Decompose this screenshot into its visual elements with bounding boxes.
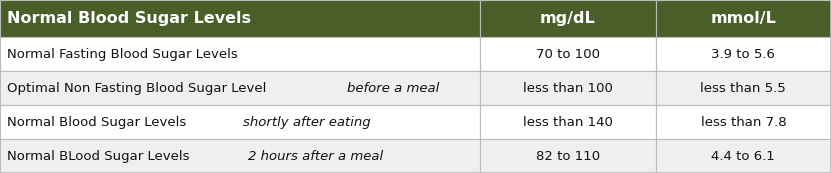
Text: 70 to 100: 70 to 100 <box>536 48 600 61</box>
Bar <box>480 105 656 139</box>
Text: Normal Blood Sugar Levels: Normal Blood Sugar Levels <box>7 116 190 129</box>
Text: shortly after eating: shortly after eating <box>243 116 371 129</box>
Text: mg/dL: mg/dL <box>540 11 596 26</box>
Bar <box>480 139 656 173</box>
Bar <box>480 0 656 37</box>
Text: less than 100: less than 100 <box>523 82 613 95</box>
Bar <box>656 71 831 105</box>
Bar <box>0 0 480 37</box>
Text: mmol/L: mmol/L <box>711 11 776 26</box>
Text: less than 5.5: less than 5.5 <box>701 82 786 95</box>
Bar <box>0 139 480 173</box>
Text: 82 to 110: 82 to 110 <box>536 149 600 162</box>
Text: Normal Fasting Blood Sugar Levels: Normal Fasting Blood Sugar Levels <box>7 48 238 61</box>
Bar <box>656 105 831 139</box>
Text: Normal Blood Sugar Levels: Normal Blood Sugar Levels <box>7 11 251 26</box>
Text: 4.4 to 6.1: 4.4 to 6.1 <box>711 149 775 162</box>
Text: 3.9 to 5.6: 3.9 to 5.6 <box>711 48 775 61</box>
Bar <box>0 105 480 139</box>
Bar <box>0 37 480 71</box>
Bar <box>656 139 831 173</box>
Text: 2 hours after a meal: 2 hours after a meal <box>248 149 383 162</box>
Bar <box>480 71 656 105</box>
Text: less than 7.8: less than 7.8 <box>701 116 786 129</box>
Bar <box>656 0 831 37</box>
Bar <box>0 71 480 105</box>
Bar <box>480 37 656 71</box>
Bar <box>656 37 831 71</box>
Text: less than 140: less than 140 <box>523 116 613 129</box>
Text: Normal BLood Sugar Levels: Normal BLood Sugar Levels <box>7 149 194 162</box>
Text: Optimal Non Fasting Blood Sugar Level: Optimal Non Fasting Blood Sugar Level <box>7 82 270 95</box>
Text: before a meal: before a meal <box>347 82 439 95</box>
